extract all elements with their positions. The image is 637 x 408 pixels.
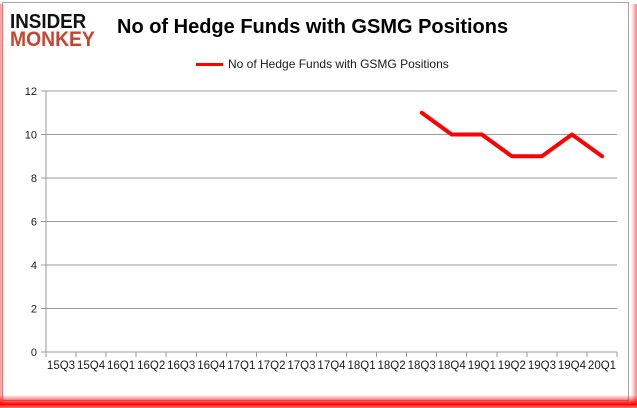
x-tick-label: 20Q1 bbox=[588, 360, 616, 372]
data-line-gsmg-positions bbox=[419, 110, 604, 159]
y-tick-label: 4 bbox=[31, 260, 37, 272]
x-tick-label: 16Q3 bbox=[167, 360, 195, 372]
x-tick-label: 17Q1 bbox=[227, 360, 255, 372]
x-tick-label: 16Q4 bbox=[197, 360, 226, 372]
chart-title: No of Hedge Funds with GSMG Positions bbox=[117, 16, 509, 38]
logo-word-insider: INSIDER bbox=[10, 11, 87, 33]
y-tick-label: 8 bbox=[31, 173, 37, 185]
x-tick-label: 16Q1 bbox=[107, 360, 135, 372]
x-tick-label: 18Q2 bbox=[378, 360, 406, 372]
insider-monkey-logo: INSIDER MONKEY bbox=[10, 11, 102, 51]
x-tick-label: 15Q4 bbox=[77, 360, 106, 372]
legend: No of Hedge Funds with GSMG Positions bbox=[196, 56, 449, 72]
x-tick-label: 18Q3 bbox=[408, 360, 436, 372]
x-tick-label: 18Q4 bbox=[438, 360, 467, 372]
y-tick-label: 12 bbox=[25, 86, 37, 98]
x-tick-label: 19Q2 bbox=[498, 360, 526, 372]
y-tick-label: 6 bbox=[31, 217, 37, 229]
legend-line-swatch bbox=[196, 62, 223, 66]
x-tick-label: 16Q2 bbox=[137, 360, 165, 372]
x-tick-label: 17Q2 bbox=[257, 360, 285, 372]
x-tick-label: 19Q3 bbox=[528, 360, 556, 372]
y-tick-label: 0 bbox=[31, 347, 37, 359]
chart-frame bbox=[2, 2, 629, 401]
y-tick-label: 10 bbox=[25, 130, 37, 142]
logo-word-monkey: MONKEY bbox=[10, 28, 95, 51]
x-tick-label: 15Q3 bbox=[47, 360, 75, 372]
legend-label: No of Hedge Funds with GSMG Positions bbox=[228, 57, 449, 71]
x-tick-label: 17Q3 bbox=[287, 360, 315, 372]
x-tick-label: 19Q1 bbox=[468, 360, 496, 372]
x-tick-label: 18Q1 bbox=[348, 360, 376, 372]
y-tick-label: 2 bbox=[31, 304, 37, 316]
x-tick-label: 17Q4 bbox=[317, 360, 346, 372]
x-tick-label: 19Q4 bbox=[558, 360, 587, 372]
